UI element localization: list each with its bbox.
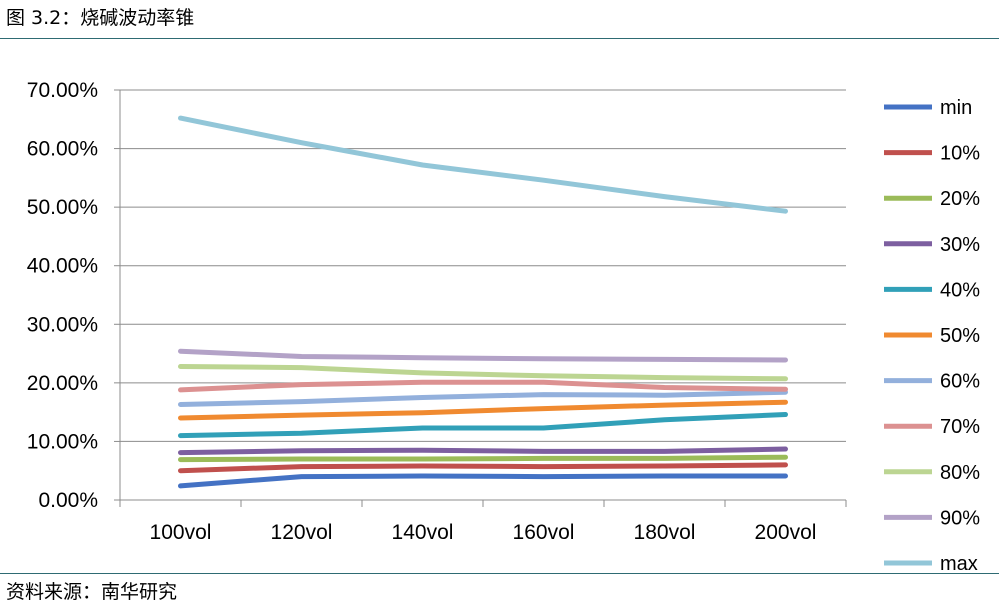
y-tick-label: 50.00% — [27, 196, 98, 219]
legend-label: 50% — [940, 325, 980, 347]
legend-label: 20% — [940, 188, 980, 210]
legend-label: 60% — [940, 371, 980, 393]
series-line-60% — [178, 389, 788, 407]
series-line-20% — [178, 454, 788, 463]
legend-label: 30% — [940, 234, 980, 256]
y-tick-label: 60.00% — [27, 138, 98, 161]
y-tick-label: 20.00% — [27, 372, 98, 395]
series-line-50% — [178, 399, 788, 421]
legend-label: 70% — [940, 416, 980, 438]
x-tick-label: 180vol — [634, 521, 696, 544]
source-divider — [0, 573, 999, 574]
x-tick-label: 160vol — [513, 521, 575, 544]
x-tick-label: 100vol — [150, 521, 212, 544]
legend-label: min — [940, 97, 972, 119]
x-tick-label: 120vol — [271, 521, 333, 544]
series-line-80% — [178, 364, 788, 382]
series-line-10% — [178, 462, 788, 474]
axes: 0.00% 10.00% 20.00% 30.00% 40.00% 50.00% 60.00… — [27, 79, 847, 544]
series-line-70% — [178, 379, 788, 393]
series-line-90% — [178, 348, 788, 363]
figure-title: 图 3.2：烧碱波动率锥 — [6, 7, 195, 29]
legend-label: 80% — [940, 462, 980, 484]
series-line-40% — [178, 412, 788, 439]
figure-source: 资料来源：南华研究 — [6, 581, 178, 603]
gridlines — [120, 89, 846, 442]
y-tick-label: 70.00% — [27, 79, 98, 102]
y-tick-label: 40.00% — [27, 255, 98, 278]
series-lines — [178, 115, 788, 489]
line-chart: 0.00% 10.00% 20.00% 30.00% 40.00% 50.00% 60.00… — [27, 79, 980, 573]
x-tick-label: 140vol — [392, 521, 454, 544]
title-divider — [0, 38, 999, 39]
legend: min 10% 20% 30% 40% 50% 60% 70% 80% 90% max — [884, 97, 980, 573]
legend-label: 90% — [940, 507, 980, 529]
x-tick-label: 200vol — [755, 521, 817, 544]
series-line-30% — [178, 446, 788, 456]
legend-label: max — [940, 553, 978, 573]
y-tick-label: 30.00% — [27, 313, 98, 336]
legend-label: 10% — [940, 143, 980, 165]
series-line-max — [178, 115, 788, 214]
y-tick-label: 10.00% — [27, 430, 98, 453]
series-line-min — [178, 473, 788, 489]
y-tick-label: 0.00% — [38, 489, 98, 512]
legend-label: 40% — [940, 279, 980, 301]
